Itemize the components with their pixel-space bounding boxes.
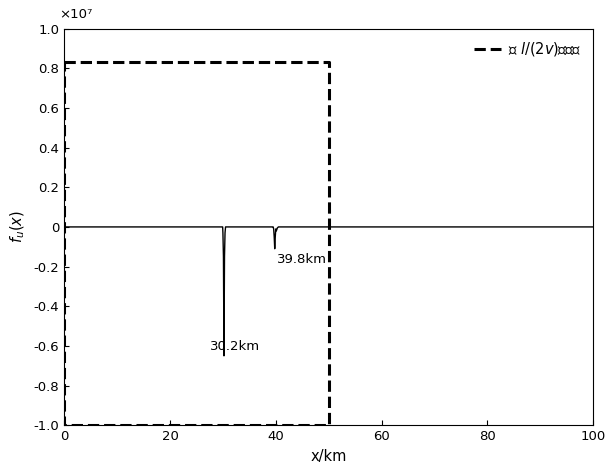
Text: 30.2km: 30.2km: [210, 340, 260, 353]
Legend: 前 $l$/(2$v$)时窗长: 前 $l$/(2$v$)时窗长: [470, 36, 586, 63]
Y-axis label: $f_u(x)$: $f_u(x)$: [9, 211, 27, 244]
Text: ×10⁷: ×10⁷: [59, 8, 92, 21]
Text: 39.8km: 39.8km: [277, 253, 327, 266]
X-axis label: x/km: x/km: [311, 449, 347, 464]
